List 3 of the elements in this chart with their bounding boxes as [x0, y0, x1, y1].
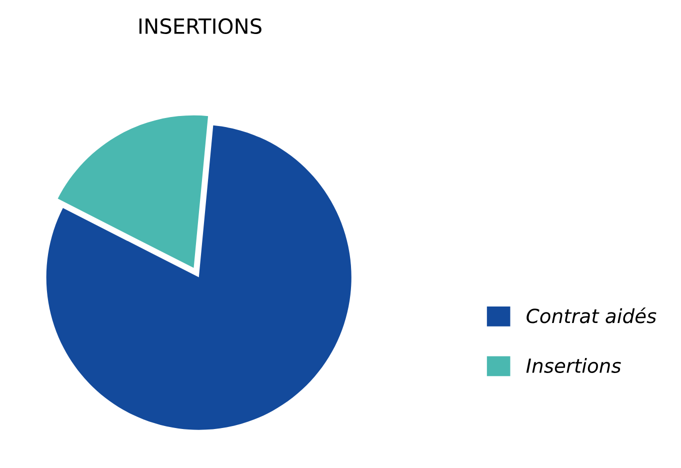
- legend-label: Contrat aidés: [526, 307, 656, 324]
- legend-label: Insertions: [526, 358, 621, 374]
- chart-title: INSERTIONS: [139, 18, 262, 34]
